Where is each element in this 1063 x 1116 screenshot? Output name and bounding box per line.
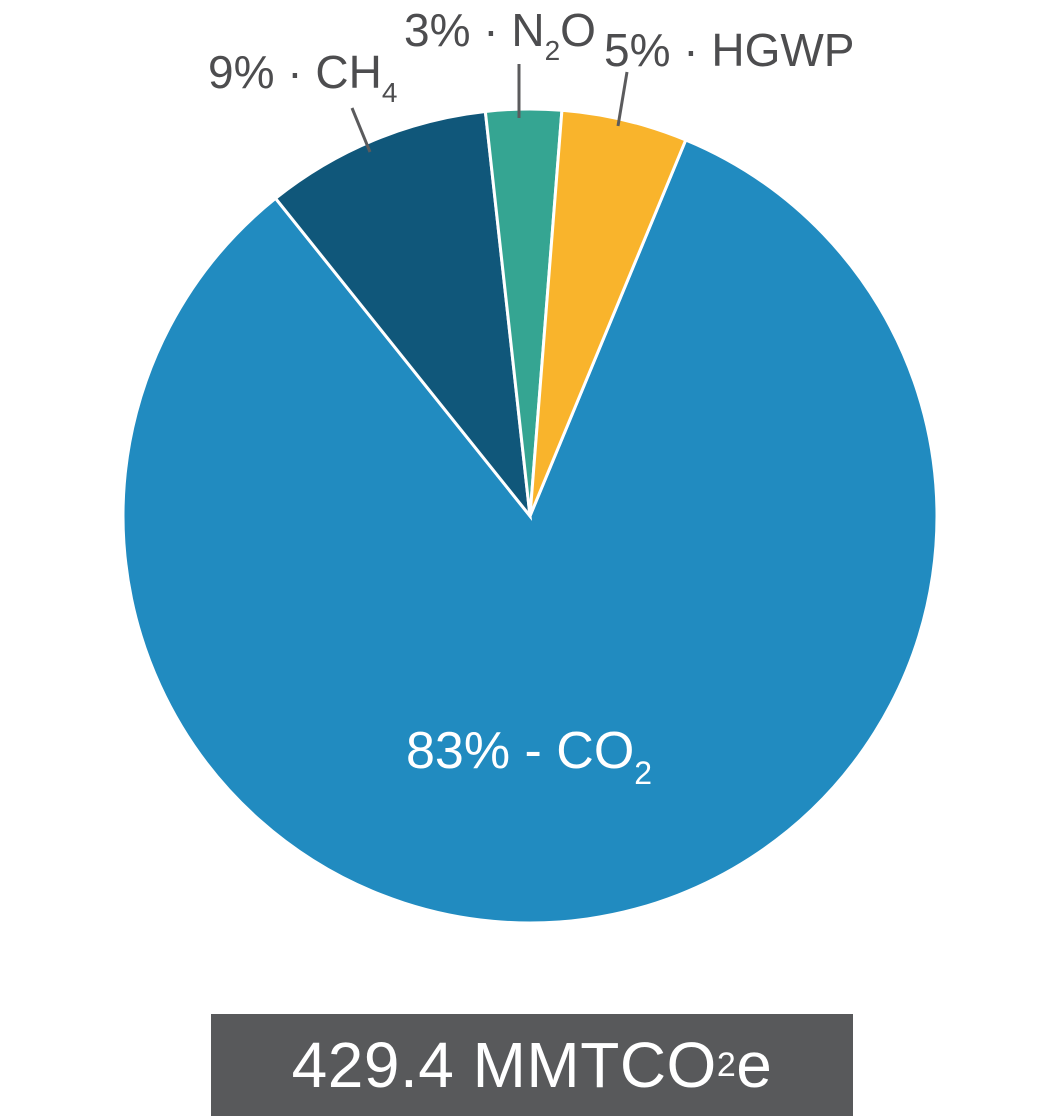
leader-line-ch4 xyxy=(350,107,372,153)
pie-slice-ch4 xyxy=(273,109,533,521)
slice-label-n2o: 3% · N2O xyxy=(404,4,596,66)
slice-label-ch4: 9% · CH4 xyxy=(208,46,397,108)
pie-slice-co2 xyxy=(121,138,939,925)
pie-slice-hgwp xyxy=(528,108,688,517)
total-suffix: e xyxy=(736,1029,773,1101)
total-emissions-box: 429.4 MMTCO 2 e xyxy=(211,1014,853,1116)
slice-label-co2: 83% - CO2 xyxy=(406,722,652,791)
total-value: 429.4 MMTCO xyxy=(291,1029,717,1101)
pie-chart: 9% · CH4 3% · N2O 5% · HGWP 83% - CO2 xyxy=(121,4,939,925)
slice-label-hgwp: 5% · HGWP xyxy=(604,24,854,76)
leader-line-hgwp xyxy=(616,71,629,127)
